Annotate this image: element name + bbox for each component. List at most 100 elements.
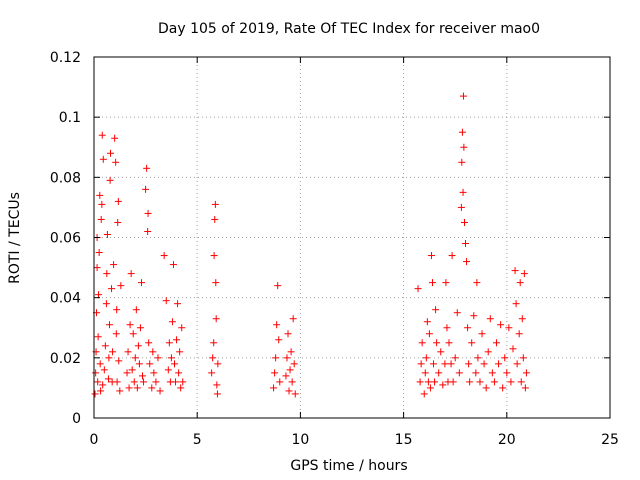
data-point [497,321,505,329]
data-point [101,342,109,350]
data-point [482,384,490,392]
data-point [108,285,116,293]
data-point [142,185,150,193]
data-point [111,134,119,142]
data-point [98,131,106,139]
y-tick-label: 0.1 [59,110,81,126]
data-point [131,354,139,362]
data-point [422,354,430,362]
data-point [463,258,471,266]
data-point [276,378,284,386]
data-point [414,285,422,293]
data-point [139,372,147,380]
data-point [291,390,299,398]
data-point [488,369,496,377]
data-point [270,384,278,392]
data-point [103,270,111,278]
data-point [173,336,181,344]
data-point [95,249,103,257]
data-point [175,369,183,377]
data-point [128,366,136,374]
data-point [435,369,443,377]
data-point [458,128,466,136]
data-point [149,348,157,356]
data-point [103,230,111,238]
data-point [144,227,152,235]
data-point [284,330,292,338]
data-point [287,348,295,356]
data-point [174,300,182,308]
data-point [137,279,145,287]
data-point [430,360,438,368]
data-point [96,191,104,199]
x-tick-label: 10 [291,432,309,448]
y-tick-label: 0.06 [50,231,81,247]
data-point [507,378,515,386]
data-point [432,306,440,314]
data-point [132,306,140,314]
data-point [214,360,222,368]
data-point [96,360,104,368]
data-point [212,315,220,323]
data-point [426,384,434,392]
data-point [115,357,123,365]
data-point [135,360,143,368]
data-point [123,369,131,377]
data-point [427,252,435,260]
data-point [272,354,280,362]
data-point [484,348,492,356]
data-point [97,387,105,395]
data-point [283,354,291,362]
data-point [148,384,156,392]
data-point [424,378,432,386]
data-point [455,369,463,377]
data-point [428,279,436,287]
data-point [170,360,178,368]
data-point [99,155,107,163]
data-point [468,339,476,347]
data-point [423,318,431,326]
data-point [177,384,185,392]
data-point [470,312,478,320]
data-point [113,306,121,314]
data-point [425,330,433,338]
data-point [127,270,135,278]
data-points [91,92,530,398]
data-point [210,339,218,347]
axis-ticks [93,56,611,419]
data-point [105,354,113,362]
x-tick-label: 25 [601,432,619,448]
data-point [105,321,113,329]
y-tick-labels: 0 0.02 0.04 0.06 0.08 0.1 0.12 [50,50,81,427]
data-point [289,315,297,323]
data-point [451,354,459,362]
data-point [275,336,283,344]
data-point [518,315,526,323]
x-axis-label: GPS time / hours [290,458,407,474]
data-point [211,215,219,223]
data-point [165,339,173,347]
data-point [512,300,520,308]
data-point [154,354,162,362]
data-point [107,149,115,157]
data-point [520,270,528,278]
data-point [286,366,294,374]
data-point [212,279,220,287]
data-point [102,300,110,308]
data-point [110,261,118,269]
y-tick-label: 0 [72,411,81,427]
data-point [511,267,519,275]
data-point [178,324,186,332]
data-point [476,378,484,386]
data-point [431,378,439,386]
data-point [462,240,470,248]
data-point [449,378,457,386]
data-point [113,378,121,386]
data-point [213,381,221,389]
data-point [112,158,120,166]
data-point [522,369,530,377]
y-tick-label: 0.08 [50,170,81,186]
data-point [156,387,164,395]
data-point [160,252,168,260]
